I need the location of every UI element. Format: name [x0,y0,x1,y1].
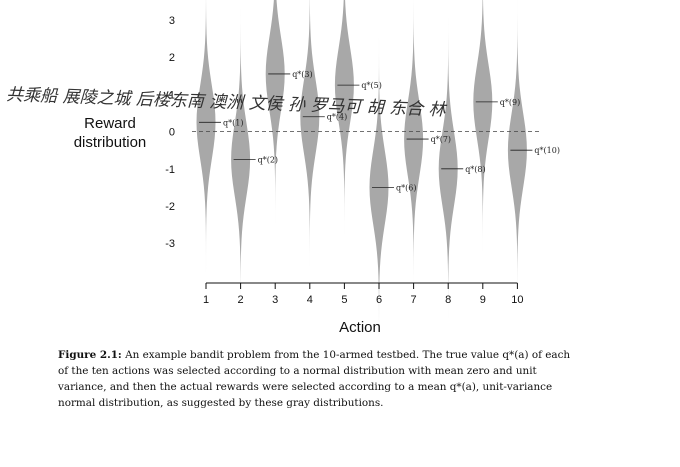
x-tick-label: 3 [272,294,278,306]
mean-label: q*(3) [292,70,312,79]
x-tick-label: 4 [307,294,313,306]
violin-shape [300,0,320,277]
mean-label: q*(5) [361,81,381,90]
violin-shape [473,0,493,262]
mean-markers: q*(1) q*(2) q*(3) q*(4) q*(5) q*(6) q*(7) q*(8)… [199,70,560,192]
mean-label: q*(8) [465,165,485,174]
x-tick-label: 8 [445,294,451,306]
y-axis-title-line-2: distribution [74,134,147,151]
violin-shape [369,27,389,345]
x-tick-label: 2 [238,294,244,306]
y-tick-label: 2 [169,52,175,64]
x-tick-label: 7 [411,294,417,306]
violin-shape [265,0,285,234]
mean-label: q*(7) [431,135,451,144]
x-tick-label: 10 [511,294,523,306]
y-tick-label: 1 [169,89,175,101]
mean-label: q*(10) [534,146,560,155]
violin-shape [196,0,216,283]
y-tick-label: -3 [165,238,175,250]
violin-shape [507,0,527,311]
caption-text: An example bandit problem from the 10-ar… [58,349,571,409]
x-tick-label: 6 [376,294,382,306]
mean-label: q*(9) [500,98,520,107]
y-tick-label: 0 [169,127,175,139]
mean-label: q*(4) [327,113,347,122]
mean-label: q*(2) [258,156,278,165]
y-axis-ticks: 3 2 1 0 -1 -2 -3 [165,15,175,250]
x-tick-label: 5 [341,294,347,306]
x-tick-label: 9 [480,294,486,306]
x-axis: 1 2 3 4 5 6 7 8 9 10 [203,282,524,306]
mean-label: q*(6) [396,183,416,192]
x-axis-title: Action [339,319,381,336]
violin-shape [404,0,424,299]
figure-caption: Figure 2.1: An example bandit problem fr… [58,347,578,411]
y-tick-label: -2 [165,201,175,213]
caption-label: Figure 2.1: [58,349,122,361]
handwriting-overlay: 共乘船 展陵之城 后楼东南 澳洲 文侯 孙 罗马可 胡 东合 林 [6,85,448,120]
y-axis-title-line-1: Reward [84,115,136,132]
x-tick-label: 1 [203,294,209,306]
mean-label: q*(1) [223,118,243,127]
y-tick-label: 3 [169,15,175,27]
y-tick-label: -1 [165,164,175,176]
violin-shape [334,0,354,246]
